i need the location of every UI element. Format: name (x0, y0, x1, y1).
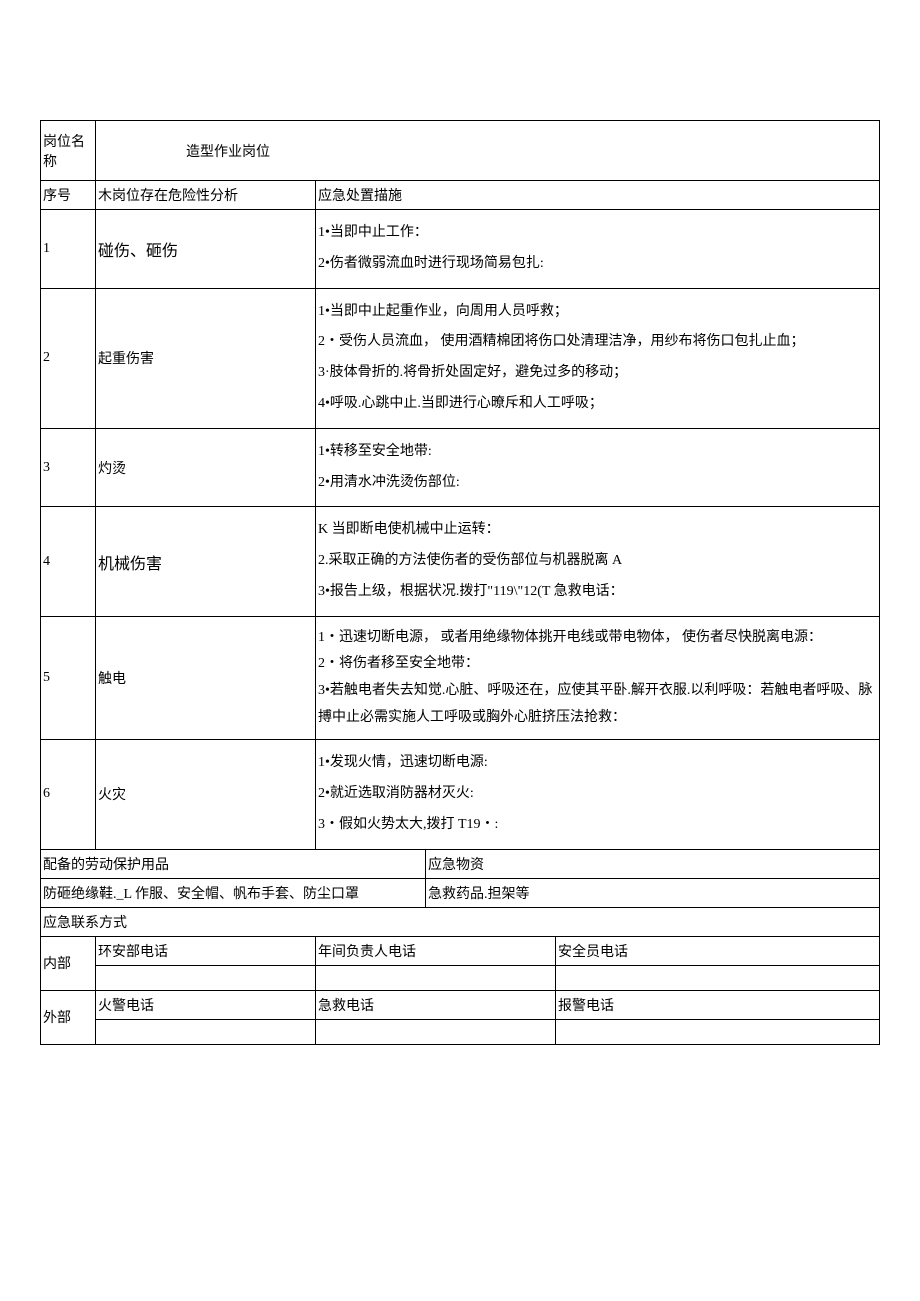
internal-contact-values (41, 965, 880, 990)
equipment-value-row: 防砸绝缘鞋._L 作服、安全帽、帆布手套、防尘口罩 急救药品.担架等 (41, 878, 880, 907)
hazard-cell: 触电 (96, 616, 316, 739)
internal-col1-value (96, 965, 316, 990)
external-col2-label: 急救电话 (316, 990, 556, 1019)
table-row: 6 火灾 1•发现火情，迅速切断电源: 2•就近选取消防器材灭火: 3・假如火势… (41, 740, 880, 849)
measure-line: 2・受伤人员流血， 使用酒精棉团将伤口处清理洁净，用纱布将伤口包扎止血； (318, 327, 877, 358)
table-row: 2 起重伤害 1•当即中止起重作业，向周用人员呼救； 2・受伤人员流血， 使用酒… (41, 288, 880, 428)
ppe-label: 配备的劳动保护用品 (41, 849, 426, 878)
supplies-value: 急救药品.担架等 (426, 878, 880, 907)
table-row: 4 机械伤害 K 当即断电使机械中止运转： 2.采取正确的方法使伤者的受伤部位与… (41, 507, 880, 616)
hazard-cell: 机械伤害 (96, 507, 316, 616)
measure-line: 1•当即中止工作： (318, 218, 877, 249)
hazard-cell: 火灾 (96, 740, 316, 849)
measure-line: 1•发现火情，迅速切断电源: (318, 748, 877, 779)
position-row: 岗位名称 造型作业岗位 (41, 121, 880, 181)
hazard-cell: 碰伤、砸伤 (96, 210, 316, 289)
external-contact-values (41, 1019, 880, 1044)
supplies-label: 应急物资 (426, 849, 880, 878)
internal-col3-label: 安全员电话 (556, 936, 880, 965)
measure-line: 4•呼吸.心跳中止.当即进行心暸斥和人工呼吸； (318, 389, 877, 420)
seq-cell: 3 (41, 428, 96, 507)
measure-line: K 当即断电使机械中止运转： (318, 515, 877, 546)
internal-col1-label: 环安部电话 (96, 936, 316, 965)
header-measure: 应急处置描施 (316, 181, 880, 210)
measure-line: 3·肢体骨折的.将骨折处固定好，避免过多的移动； (318, 358, 877, 389)
seq-cell: 4 (41, 507, 96, 616)
internal-label: 内部 (41, 936, 96, 990)
external-col3-value (556, 1019, 880, 1044)
seq-cell: 1 (41, 210, 96, 289)
external-col2-value (316, 1019, 556, 1044)
measure-cell: 1•当即中止起重作业，向周用人员呼救； 2・受伤人员流血， 使用酒精棉团将伤口处… (316, 288, 880, 428)
measure-cell: 1•当即中止工作： 2•伤者微弱流血时进行现场简易包扎: (316, 210, 880, 289)
hazard-cell: 起重伤害 (96, 288, 316, 428)
external-col1-label: 火警电话 (96, 990, 316, 1019)
measure-line: 2•用清水冲洗烫伤部位: (318, 468, 877, 499)
column-headers: 序号 木岗位存在危险性分析 应急处置描施 (41, 181, 880, 210)
position-label: 岗位名称 (41, 121, 96, 181)
measure-line: 1•转移至安全地带: (318, 437, 877, 468)
measure-line: 1・迅速切断电源， 或者用绝缘物体挑开电线或带电物体， 使伤者尽快脱离电源： (318, 625, 877, 652)
internal-col2-label: 年间负责人电话 (316, 936, 556, 965)
table-row: 1 碰伤、砸伤 1•当即中止工作： 2•伤者微弱流血时进行现场简易包扎: (41, 210, 880, 289)
table-row: 5 触电 1・迅速切断电源， 或者用绝缘物体挑开电线或带电物体， 使伤者尽快脱离… (41, 616, 880, 739)
internal-contact-header: 内部 环安部电话 年间负责人电话 安全员电话 (41, 936, 880, 965)
measure-line: 3•若触电者失去知觉.心脏、呼吸还在，应使其平卧.解开衣服.以利呼吸：若触电者呼… (318, 678, 877, 731)
external-contact-header: 外部 火警电话 急救电话 报警电话 (41, 990, 880, 1019)
hazard-cell: 灼烫 (96, 428, 316, 507)
table-row: 3 灼烫 1•转移至安全地带: 2•用清水冲洗烫伤部位: (41, 428, 880, 507)
seq-cell: 5 (41, 616, 96, 739)
header-hazard: 木岗位存在危险性分析 (96, 181, 316, 210)
measure-cell: 1・迅速切断电源， 或者用绝缘物体挑开电线或带电物体， 使伤者尽快脱离电源： 2… (316, 616, 880, 739)
internal-col2-value (316, 965, 556, 990)
measure-line: 3・假如火势太大,拨打 T19・: (318, 810, 877, 841)
contact-section-label: 应急联系方式 (41, 907, 880, 936)
measure-cell: 1•转移至安全地带: 2•用清水冲洗烫伤部位: (316, 428, 880, 507)
measure-line: 3•报告上级，根据状况.拨打"119\"12(T 急救电话： (318, 577, 877, 608)
measure-line: 2•伤者微弱流血时进行现场简易包扎: (318, 249, 877, 280)
measure-line: 2・将伤者移至安全地带： (318, 651, 877, 678)
measure-line: 2•就近选取消防器材灭火: (318, 779, 877, 810)
header-seq: 序号 (41, 181, 96, 210)
external-label: 外部 (41, 990, 96, 1044)
measure-cell: K 当即断电使机械中止运转： 2.采取正确的方法使伤者的受伤部位与机器脱离 A … (316, 507, 880, 616)
external-col1-value (96, 1019, 316, 1044)
ppe-value: 防砸绝缘鞋._L 作服、安全帽、帆布手套、防尘口罩 (41, 878, 426, 907)
emergency-card-table: 岗位名称 造型作业岗位 序号 木岗位存在危险性分析 应急处置描施 1 碰伤、砸伤… (40, 120, 880, 1045)
measure-line: 2.采取正确的方法使伤者的受伤部位与机器脱离 A (318, 546, 877, 577)
position-value: 造型作业岗位 (96, 121, 880, 181)
external-col3-label: 报警电话 (556, 990, 880, 1019)
measure-line: 1•当即中止起重作业，向周用人员呼救； (318, 297, 877, 328)
internal-col3-value (556, 965, 880, 990)
equipment-header-row: 配备的劳动保护用品 应急物资 (41, 849, 880, 878)
measure-cell: 1•发现火情，迅速切断电源: 2•就近选取消防器材灭火: 3・假如火势太大,拨打… (316, 740, 880, 849)
seq-cell: 2 (41, 288, 96, 428)
contact-section-row: 应急联系方式 (41, 907, 880, 936)
seq-cell: 6 (41, 740, 96, 849)
